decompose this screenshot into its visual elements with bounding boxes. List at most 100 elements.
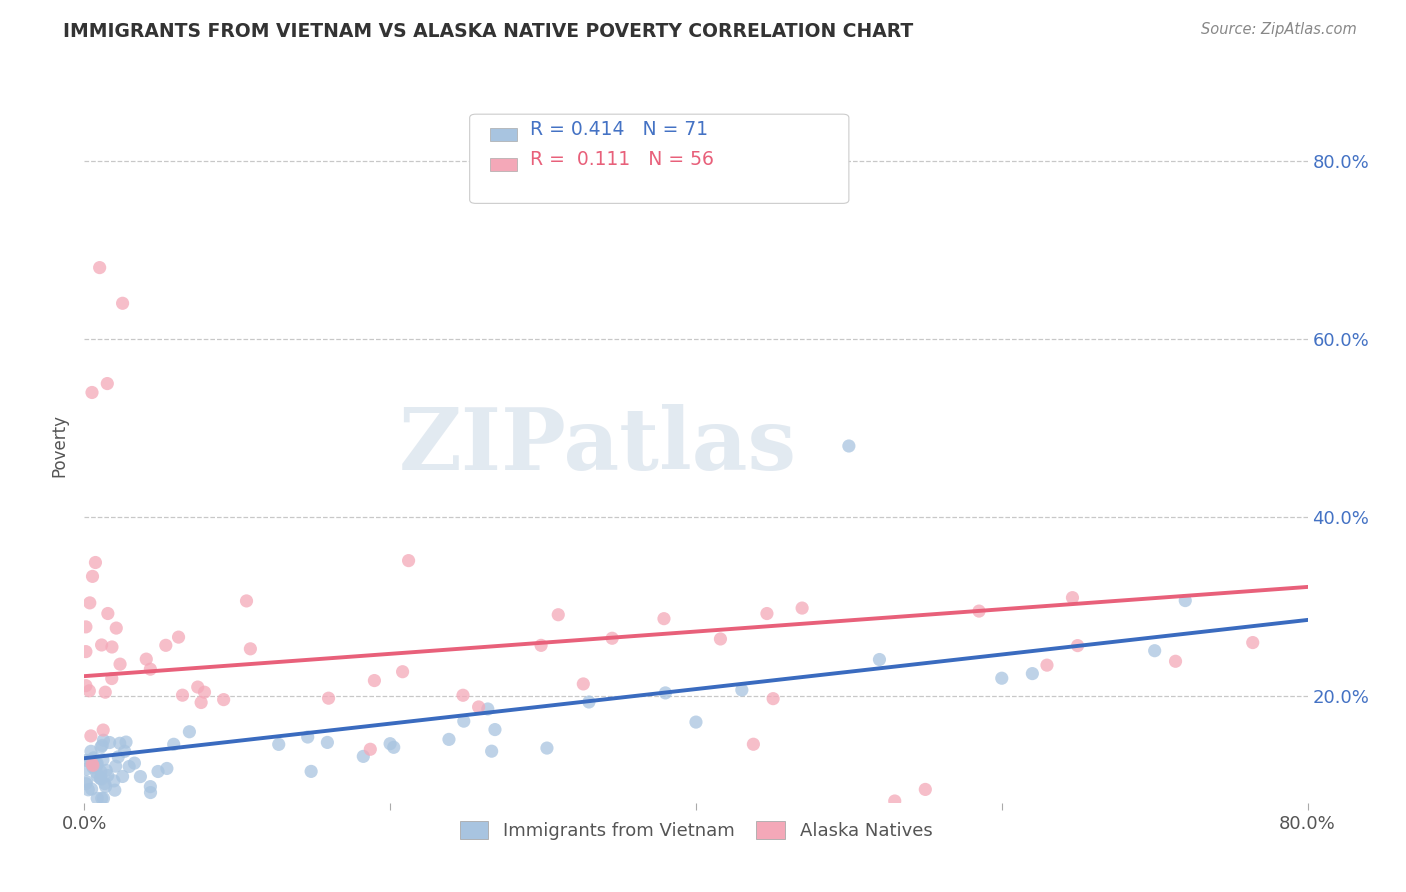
Point bbox=[100, 672, 122, 686]
Point bbox=[139, 785, 162, 799]
Point bbox=[91, 723, 114, 737]
Point bbox=[90, 740, 112, 755]
Point bbox=[156, 762, 179, 776]
Point bbox=[75, 777, 97, 791]
Text: Source: ZipAtlas.com: Source: ZipAtlas.com bbox=[1201, 22, 1357, 37]
Point bbox=[82, 754, 104, 768]
Point bbox=[1174, 593, 1197, 607]
Text: R = 0.414   N = 71: R = 0.414 N = 71 bbox=[530, 120, 707, 139]
Point bbox=[75, 762, 97, 776]
Point bbox=[129, 770, 152, 784]
Point bbox=[105, 621, 128, 635]
Point bbox=[90, 764, 112, 779]
Point bbox=[111, 769, 134, 783]
Text: IMMIGRANTS FROM VIETNAM VS ALASKA NATIVE POVERTY CORRELATION CHART: IMMIGRANTS FROM VIETNAM VS ALASKA NATIVE… bbox=[63, 22, 914, 41]
Point bbox=[82, 569, 104, 583]
Point bbox=[139, 662, 162, 676]
Point bbox=[453, 714, 475, 728]
Point bbox=[86, 756, 108, 771]
Point bbox=[652, 612, 675, 626]
Point bbox=[187, 680, 209, 694]
Point bbox=[82, 758, 104, 772]
Point bbox=[75, 679, 97, 693]
Point bbox=[172, 688, 194, 702]
Point bbox=[572, 677, 595, 691]
Point bbox=[190, 696, 212, 710]
Point bbox=[111, 296, 134, 310]
Point bbox=[146, 764, 169, 779]
Point bbox=[79, 753, 101, 767]
Point bbox=[89, 772, 111, 786]
Point bbox=[297, 730, 319, 744]
FancyBboxPatch shape bbox=[491, 128, 517, 141]
Point bbox=[91, 753, 114, 767]
Point bbox=[536, 741, 558, 756]
Point bbox=[363, 673, 385, 688]
Point bbox=[75, 620, 97, 634]
Point bbox=[1241, 635, 1264, 649]
Point bbox=[86, 769, 108, 783]
Point bbox=[118, 759, 141, 773]
Point bbox=[318, 691, 340, 706]
Point bbox=[90, 772, 112, 786]
Point bbox=[79, 596, 101, 610]
Point bbox=[600, 632, 623, 646]
Point bbox=[547, 607, 569, 622]
Point bbox=[82, 757, 104, 772]
Point bbox=[94, 685, 117, 699]
FancyBboxPatch shape bbox=[470, 114, 849, 203]
Point bbox=[838, 439, 860, 453]
Point bbox=[93, 733, 115, 747]
Point bbox=[80, 744, 103, 758]
Text: ZIPatlas: ZIPatlas bbox=[399, 404, 797, 488]
Point bbox=[101, 640, 124, 654]
Point bbox=[193, 685, 215, 699]
Point bbox=[451, 688, 474, 702]
Point bbox=[83, 754, 105, 768]
Point bbox=[135, 652, 157, 666]
Point bbox=[89, 260, 111, 275]
Point bbox=[91, 739, 114, 753]
Point bbox=[1143, 643, 1166, 657]
Text: R =  0.111   N = 56: R = 0.111 N = 56 bbox=[530, 151, 713, 169]
Point bbox=[93, 791, 115, 805]
Point bbox=[104, 759, 127, 773]
Point bbox=[1021, 666, 1043, 681]
Point bbox=[755, 607, 778, 621]
Point bbox=[316, 735, 339, 749]
Point bbox=[398, 553, 420, 567]
Point bbox=[742, 737, 765, 751]
Point bbox=[1066, 639, 1088, 653]
Point bbox=[76, 774, 98, 789]
Point bbox=[484, 723, 506, 737]
Point bbox=[97, 607, 120, 621]
Legend: Immigrants from Vietnam, Alaska Natives: Immigrants from Vietnam, Alaska Natives bbox=[453, 814, 939, 847]
Point bbox=[914, 782, 936, 797]
Point bbox=[139, 780, 162, 794]
Point bbox=[179, 724, 201, 739]
Point bbox=[96, 764, 118, 778]
Point bbox=[75, 644, 97, 658]
Point bbox=[167, 630, 190, 644]
Point bbox=[883, 794, 905, 808]
Point bbox=[83, 751, 105, 765]
Point bbox=[114, 744, 136, 758]
Point bbox=[94, 780, 117, 794]
Point bbox=[481, 744, 503, 758]
Point bbox=[86, 757, 108, 772]
Point bbox=[235, 594, 257, 608]
Point bbox=[86, 765, 108, 780]
Point bbox=[991, 671, 1014, 685]
Point bbox=[98, 735, 121, 749]
Point bbox=[80, 782, 103, 797]
Point bbox=[382, 740, 405, 755]
Point bbox=[163, 737, 186, 751]
Point bbox=[1036, 658, 1059, 673]
Point bbox=[359, 742, 381, 756]
Point bbox=[97, 768, 120, 782]
Point bbox=[86, 791, 108, 805]
Point bbox=[352, 749, 374, 764]
Point bbox=[75, 753, 97, 767]
Point bbox=[762, 691, 785, 706]
Point bbox=[115, 735, 138, 749]
